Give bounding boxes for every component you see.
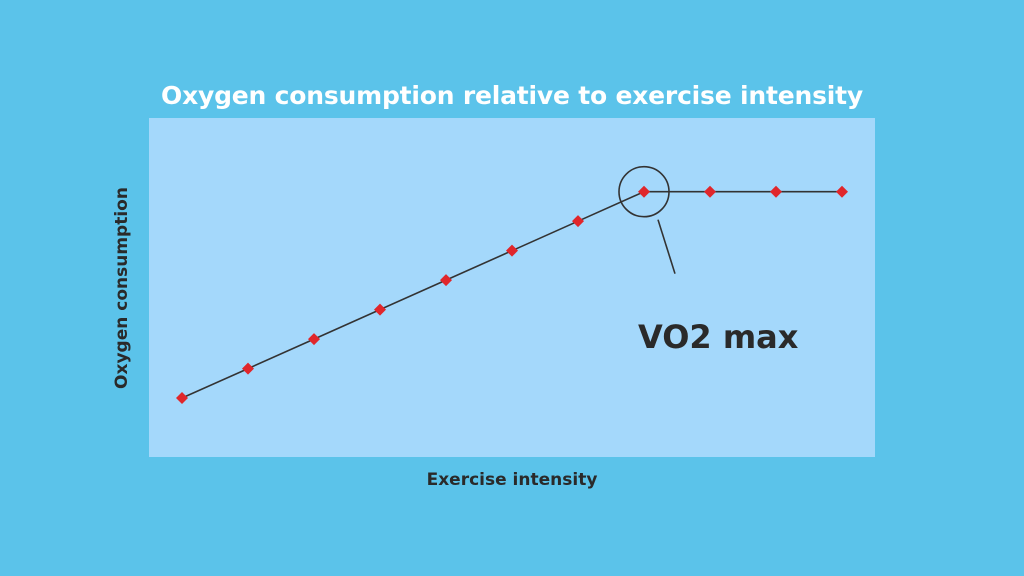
chart-title: Oxygen consumption relative to exercise … bbox=[161, 81, 863, 110]
vo2-max-circle bbox=[618, 165, 670, 218]
data-point-1 bbox=[176, 392, 188, 405]
data-point-11 bbox=[836, 185, 848, 198]
vo2-max-label: VO2 max bbox=[638, 318, 799, 356]
data-point-3 bbox=[308, 333, 320, 346]
vo2-max-leader-line bbox=[657, 219, 676, 274]
data-point-6 bbox=[506, 244, 518, 257]
data-point-2 bbox=[242, 362, 254, 375]
data-point-8 bbox=[638, 185, 650, 198]
annotation-layer bbox=[618, 165, 676, 274]
data-point-10 bbox=[770, 185, 782, 198]
x-axis-label: Exercise intensity bbox=[426, 470, 598, 490]
data-point-5 bbox=[440, 274, 452, 287]
y-axis-label: Oxygen consumption bbox=[112, 187, 132, 389]
data-point-7 bbox=[572, 215, 584, 228]
plot-area bbox=[149, 118, 875, 457]
series-layer bbox=[176, 185, 848, 405]
data-point-4 bbox=[374, 303, 386, 316]
data-point-9 bbox=[704, 185, 716, 198]
